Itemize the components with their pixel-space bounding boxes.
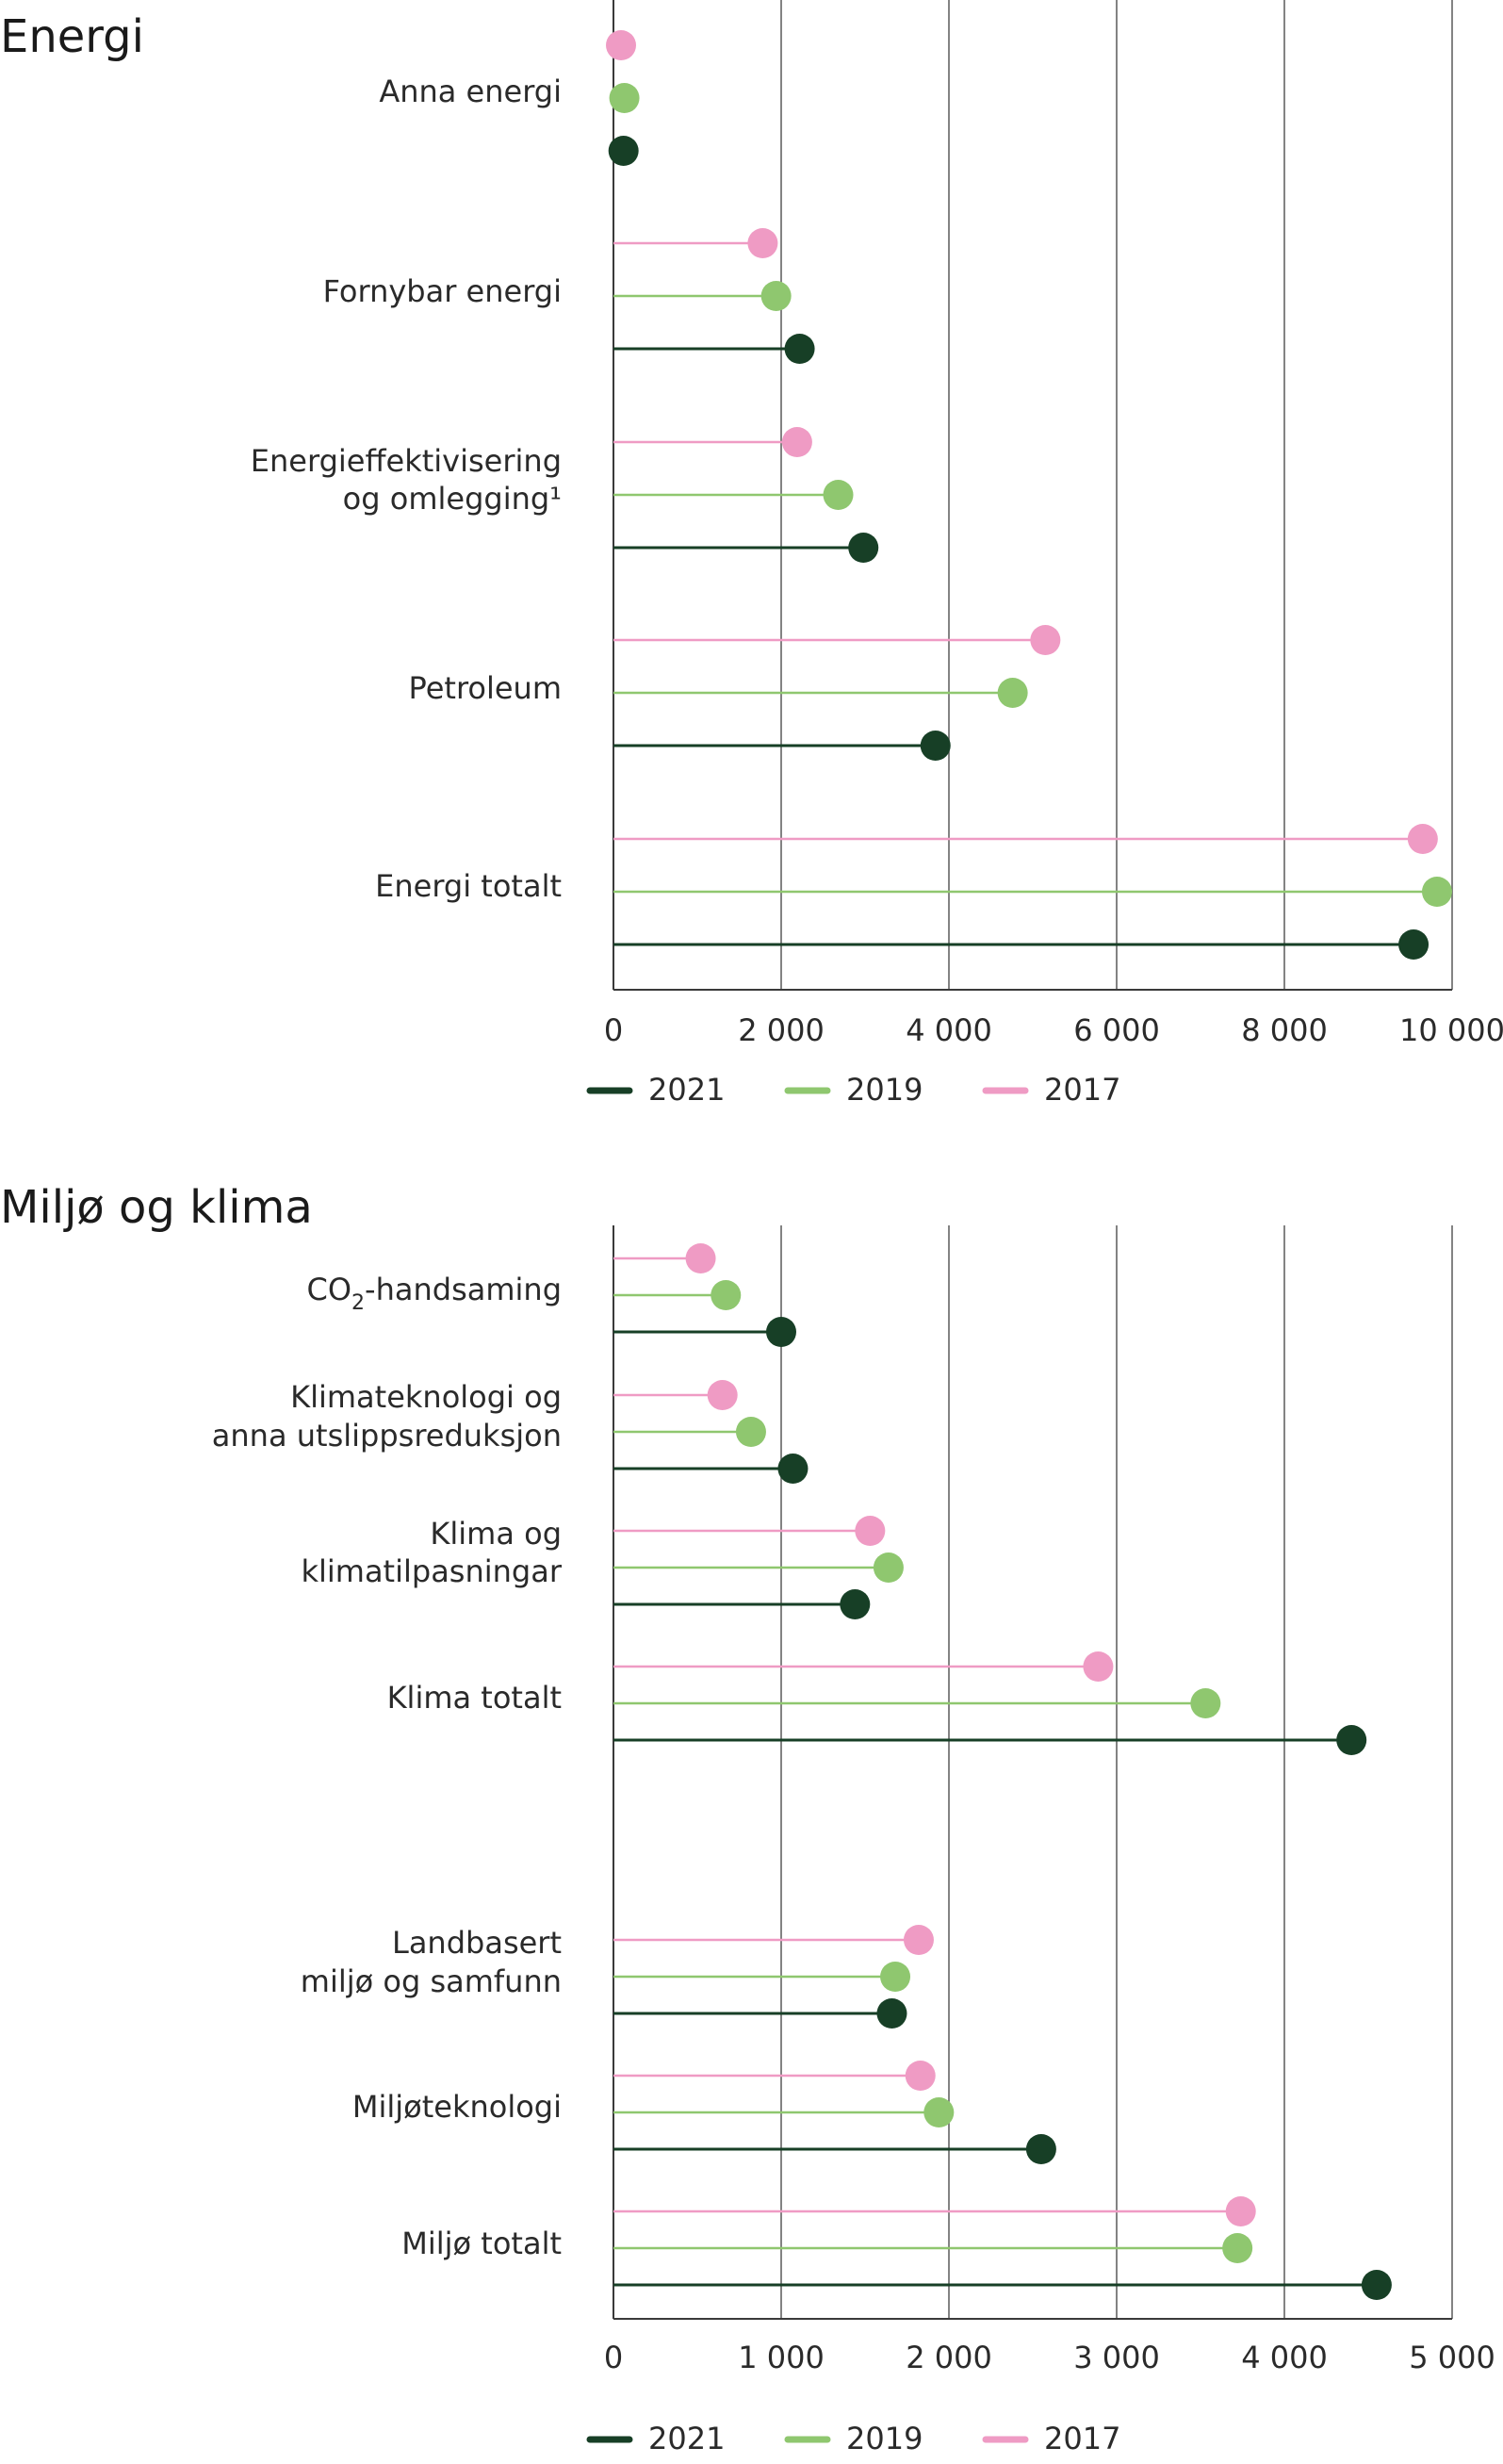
lollipop-dot-2017 — [781, 427, 812, 457]
lollipop-dot-2019 — [760, 281, 792, 311]
category-group: Energi totalt — [375, 824, 1452, 960]
x-tick-label: 2 000 — [906, 2340, 992, 2375]
legend-label-2017: 2017 — [1044, 1072, 1120, 1108]
lollipop-dot-2017 — [685, 1243, 716, 1273]
lollipop-dot-2021 — [784, 334, 815, 364]
category-label: Energi totalt — [375, 868, 562, 904]
category-label: Klima totalt — [387, 1680, 562, 1716]
x-tick-label: 4 000 — [1241, 2340, 1328, 2375]
lollipop-dot-2021 — [1336, 1725, 1367, 1755]
lollipop-dot-2021 — [1361, 2270, 1392, 2300]
x-tick-label: 6 000 — [1073, 1012, 1160, 1048]
lollipop-dot-2021 — [840, 1589, 871, 1619]
lollipop-dot-2017 — [1030, 625, 1061, 655]
legend-label-2021: 2021 — [648, 2421, 725, 2456]
category-label: CO2-handsaming — [307, 1272, 563, 1315]
lollipop-dot-2017 — [747, 228, 778, 258]
x-tick-label: 8 000 — [1241, 1012, 1328, 1048]
x-tick-label: 3 000 — [1073, 2340, 1160, 2375]
x-tick-label: 1 000 — [738, 2340, 825, 2375]
lollipop-dot-2021 — [848, 533, 879, 563]
category-label: Landbasert — [392, 1925, 562, 1961]
legend: 2021 2019 2017 — [586, 1072, 1120, 1108]
category-group: Fornybar energi — [323, 228, 815, 364]
category-label: anna utslippsreduksjon — [212, 1418, 562, 1454]
legend: 2021 2019 2017 — [586, 2421, 1120, 2456]
lollipop-dot-2019 — [1421, 877, 1452, 907]
lollipop-dot-2017 — [707, 1380, 738, 1410]
x-tick-label: 4 000 — [906, 1012, 992, 1048]
lollipop-dot-2021 — [608, 136, 639, 166]
category-label: og omlegging¹ — [343, 481, 562, 517]
lollipop-dot-2017 — [1083, 1651, 1114, 1682]
x-tick-label: 5 000 — [1409, 2340, 1495, 2375]
category-label: Fornybar energi — [323, 273, 562, 309]
category-group: Miljø totalt — [401, 2196, 1392, 2300]
lollipop-dot-2019 — [1190, 1688, 1221, 1718]
category-group: Petroleum — [409, 625, 1061, 761]
legend-label-2019: 2019 — [846, 1072, 923, 1108]
lollipop-dot-2021 — [920, 731, 951, 761]
category-label: Energieffektivisering — [251, 443, 562, 479]
legend-label-2017: 2017 — [1044, 2421, 1120, 2456]
category-group: Klima totalt — [387, 1651, 1367, 1755]
chart-panel-1: Energi 0 2 000 4 000 6 000 8 000 10 000 Anna en… — [0, 0, 1503, 1108]
category-label: Klima og — [430, 1516, 562, 1552]
lollipop-dot-2019 — [823, 480, 854, 510]
lollipop-dot-2021 — [1398, 929, 1429, 960]
lollipop-dot-2019 — [711, 1280, 742, 1310]
category-label: Miljøteknologi — [352, 2089, 562, 2125]
legend-label-2021: 2021 — [648, 1072, 725, 1108]
category-label: Anna energi — [379, 74, 562, 109]
x-tick-label: 0 — [604, 1012, 623, 1048]
chart-title: Energi — [0, 10, 144, 63]
x-tick-label: 0 — [604, 2340, 623, 2375]
lollipop-dot-2021 — [876, 1998, 907, 2029]
lollipop-dot-2019 — [1222, 2233, 1253, 2263]
lollipop-dot-2017 — [1225, 2196, 1256, 2226]
lollipop-dot-2019 — [735, 1417, 766, 1447]
lollipop-dot-2019 — [609, 83, 640, 113]
category-label: Miljø totalt — [401, 2226, 562, 2261]
category-group: Miljøteknologi — [352, 2061, 1056, 2164]
legend-label-2019: 2019 — [846, 2421, 923, 2456]
lollipop-dot-2017 — [903, 1925, 934, 1955]
lollipop-dot-2021 — [1025, 2134, 1056, 2164]
lollipop-dot-2017 — [905, 2061, 936, 2091]
lollipop-dot-2021 — [777, 1454, 809, 1484]
chart-panel-2: Miljø og klima 0 1 000 2 000 3 000 4 000 5 000… — [0, 1181, 1495, 2456]
lollipop-dot-2019 — [873, 1552, 904, 1583]
lollipop-dot-2019 — [923, 2097, 955, 2127]
lollipop-dot-2017 — [606, 30, 637, 60]
x-tick-label: 10 000 — [1399, 1012, 1503, 1048]
x-tick-label: 2 000 — [738, 1012, 825, 1048]
category-label: Klimateknologi og — [290, 1379, 562, 1415]
lollipop-dot-2017 — [855, 1516, 886, 1546]
lollipop-dot-2017 — [1407, 824, 1438, 854]
category-group: Anna energi — [379, 30, 640, 166]
lollipop-dot-2019 — [997, 678, 1028, 708]
category-label: klimatilpasningar — [301, 1553, 562, 1589]
category-label: Petroleum — [409, 670, 562, 706]
category-group: CO2-handsaming — [307, 1243, 796, 1347]
lollipop-dot-2019 — [880, 1962, 911, 1992]
chart-title: Miljø og klima — [0, 1181, 313, 1234]
category-label: miljø og samfunn — [301, 1963, 562, 1999]
lollipop-dot-2021 — [766, 1317, 796, 1347]
